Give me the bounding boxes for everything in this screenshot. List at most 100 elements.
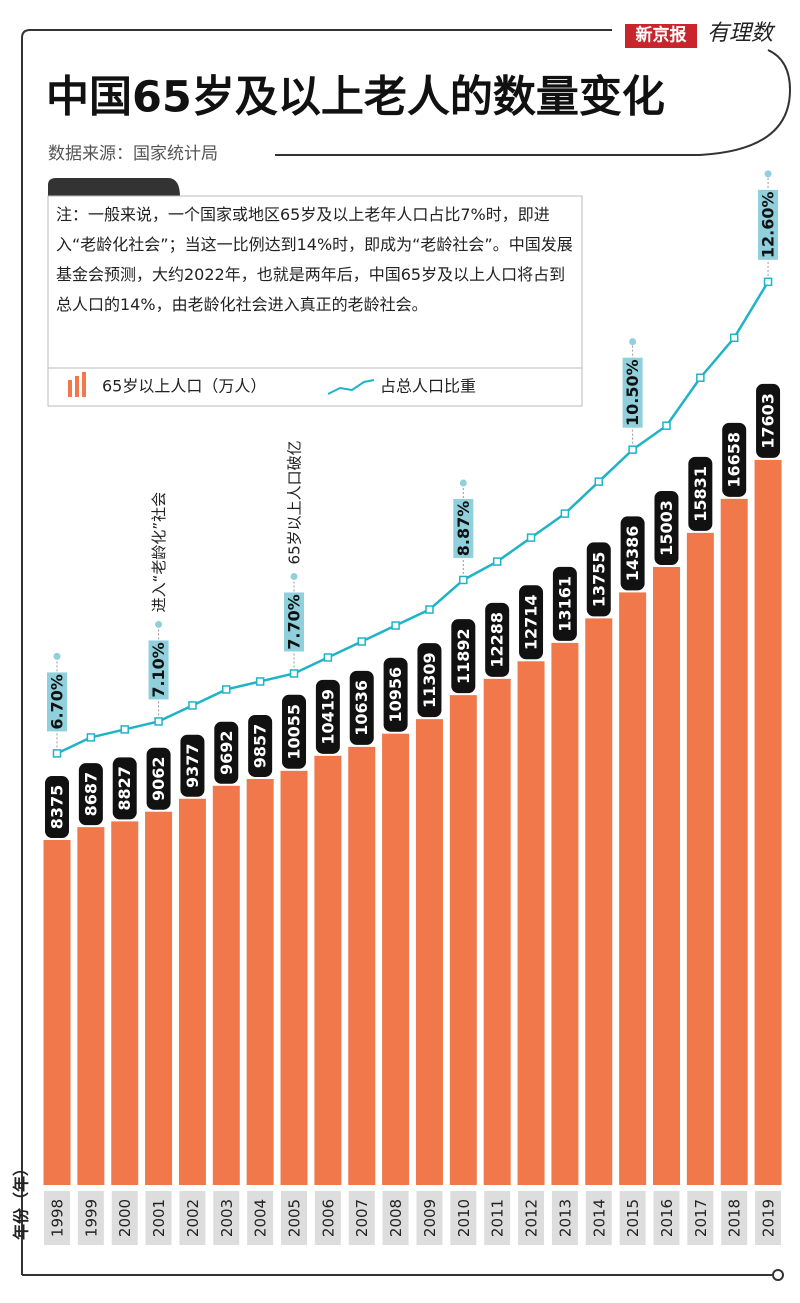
x-tick-label: 2017 <box>692 1199 710 1237</box>
value-label-group: 9062 <box>149 756 168 801</box>
x-tick-group: 2009 <box>421 1199 439 1237</box>
value-label: 8375 <box>48 785 67 830</box>
x-tick-label: 2010 <box>455 1199 473 1237</box>
x-tick-group: 2007 <box>353 1199 371 1237</box>
value-label: 10055 <box>285 704 304 760</box>
value-label: 11309 <box>420 652 439 708</box>
x-tick-group: 2018 <box>726 1199 744 1237</box>
value-label-box <box>722 422 747 497</box>
x-axis-title: 年份（年） <box>12 1160 31 1240</box>
chart-title: 中国65岁及以上老人的数量变化 <box>46 73 665 123</box>
value-label-group: 10419 <box>318 689 337 745</box>
x-tick-group: 2013 <box>556 1199 574 1237</box>
value-label: 15003 <box>657 500 676 556</box>
value-label: 15831 <box>691 466 710 522</box>
value-label: 10.50% <box>623 359 642 426</box>
point <box>86 733 96 742</box>
bar <box>246 778 274 1185</box>
value-label-box <box>451 619 476 694</box>
value-label-box <box>552 566 577 641</box>
value-label: 10419 <box>318 689 337 745</box>
x-tick-box <box>721 1191 748 1245</box>
value-label-box <box>519 585 544 660</box>
source: 数据来源：国家统计局 <box>48 144 218 164</box>
value-label-group: 16658 <box>725 432 744 488</box>
value-label: 7.70% <box>285 594 304 650</box>
x-tick-label: 2015 <box>624 1199 642 1237</box>
bar <box>280 770 308 1185</box>
line <box>56 281 770 755</box>
value-label-group: 8375 <box>48 785 67 830</box>
value-label-group: 13755 <box>589 552 608 608</box>
x-tick-box <box>111 1191 138 1245</box>
value-label-group: 9377 <box>183 743 202 788</box>
x-tick-box <box>44 1191 70 1245</box>
x-tick-box <box>281 1191 308 1245</box>
value-label-group: 12714 <box>522 594 541 650</box>
value-label-group: 8687 <box>81 772 100 817</box>
x-tick-box <box>687 1191 714 1245</box>
x-tick-box <box>314 1191 341 1245</box>
x-tick-label: 2009 <box>421 1199 439 1237</box>
value-label-group: 12.60% <box>759 192 778 259</box>
point <box>763 277 773 287</box>
bar <box>212 785 240 1185</box>
bar <box>43 840 71 1185</box>
bar <box>585 618 613 1185</box>
annotation-group: 65岁以上人口破亿 <box>286 440 304 564</box>
bar <box>449 695 477 1185</box>
value-label-box <box>383 657 408 732</box>
legend-label: 65岁以上人口（万人） <box>102 377 266 396</box>
x-tick-label: 2002 <box>184 1199 202 1237</box>
value-label: 6.70% <box>48 674 67 730</box>
point <box>289 669 299 678</box>
value-label: 12714 <box>522 594 541 650</box>
x-tick-label: 2000 <box>116 1199 134 1237</box>
value-label: 10636 <box>352 680 371 736</box>
x-tick-box <box>416 1191 443 1245</box>
point <box>425 605 434 614</box>
value-label-box <box>622 357 643 428</box>
x-tick-label: 2016 <box>658 1199 676 1237</box>
bar <box>686 532 714 1185</box>
value-label: 9857 <box>251 724 270 769</box>
bar <box>178 798 206 1185</box>
value-label: 9377 <box>183 743 202 788</box>
logo: 有理数 <box>707 21 776 46</box>
bar <box>720 498 748 1185</box>
legend-swatch <box>75 376 79 397</box>
legend-label: 占总人口比重 <box>380 377 476 396</box>
note-box <box>47 195 583 407</box>
x-axis-title-group: 年份（年） <box>12 1160 31 1240</box>
x-tick-label: 1998 <box>49 1199 67 1237</box>
x-tick-label: 2001 <box>150 1199 168 1237</box>
x-tick-label: 2007 <box>353 1199 371 1237</box>
value-label-box <box>485 602 510 677</box>
point <box>391 621 400 630</box>
x-tick-group: 2006 <box>319 1199 337 1237</box>
x-tick-label: 2014 <box>590 1199 608 1237</box>
value-label-box <box>586 542 611 617</box>
value-label: 12288 <box>488 612 507 668</box>
x-tick-group: 2004 <box>252 1199 270 1237</box>
bar <box>145 811 173 1185</box>
point <box>662 421 671 430</box>
value-label-box <box>47 672 67 732</box>
x-tick-group: 2012 <box>523 1199 541 1237</box>
bar <box>415 719 443 1185</box>
bar <box>314 755 342 1185</box>
legend: 65岁以上人口（万人） 占总人口比重 <box>68 372 476 397</box>
bar <box>382 733 410 1185</box>
point <box>560 509 570 518</box>
bar <box>619 592 647 1185</box>
x-tick-group: 2000 <box>116 1199 134 1237</box>
point <box>255 677 265 686</box>
value-label-box <box>284 592 305 652</box>
value-label-group: 10636 <box>352 680 371 736</box>
value-label-box <box>180 734 205 797</box>
value-label-group: 15003 <box>657 500 676 556</box>
value-label-box <box>282 694 307 769</box>
logo-box <box>625 24 697 48</box>
value-label-box <box>620 516 645 591</box>
point <box>52 749 62 758</box>
